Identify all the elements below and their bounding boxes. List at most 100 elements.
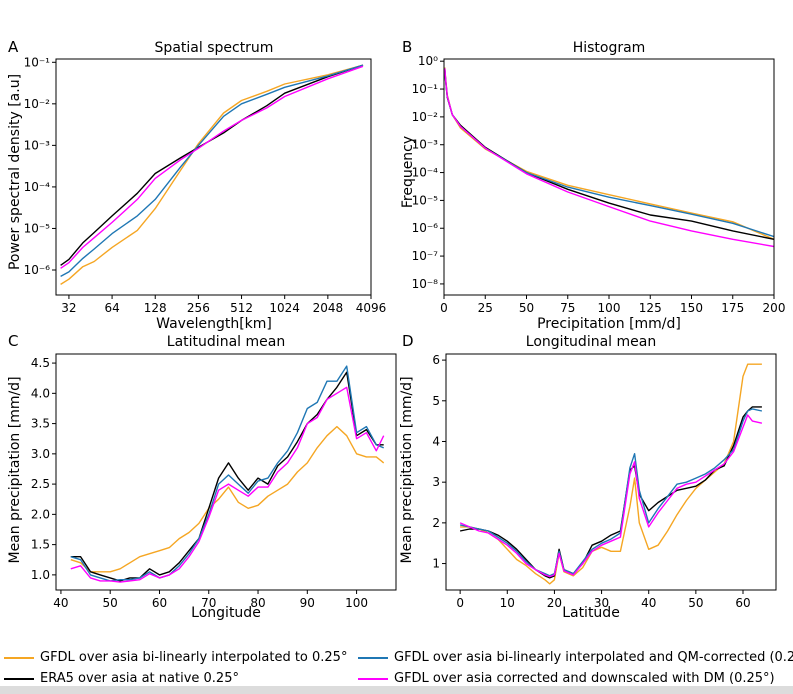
panel-a-series-qm bbox=[60, 64, 364, 278]
panel-c-xtick-label: 70 bbox=[201, 596, 216, 610]
bottom-bar bbox=[0, 686, 793, 694]
panel-b-ytick-label: 10⁻⁵ bbox=[412, 193, 439, 207]
panel-d-series-group bbox=[459, 363, 763, 585]
panel-a-xtick-label: 64 bbox=[104, 301, 119, 315]
panel-b-ytick-label: 10⁻³ bbox=[412, 138, 439, 152]
panel-b-ytick-label: 10⁻⁶ bbox=[412, 221, 439, 235]
panel-b-xtick-label: 75 bbox=[560, 301, 575, 315]
panel-a-xtick-label: 256 bbox=[187, 301, 210, 315]
panel-a-xtick-label: 512 bbox=[230, 301, 253, 315]
panel-c-ytick-label: 1.0 bbox=[31, 568, 50, 582]
panel-a-xtick-label: 32 bbox=[61, 301, 76, 315]
panel-a-xtick-label: 2048 bbox=[313, 301, 344, 315]
panel-b-xtick-label: 25 bbox=[478, 301, 493, 315]
panel-c-xtick-label: 80 bbox=[250, 596, 265, 610]
panel-d-ytick-label: 6 bbox=[432, 353, 440, 367]
panel-b-ytick-label: 10⁻⁸ bbox=[412, 277, 439, 291]
legend-label-qm: GFDL over asia bi-linearly interpolated … bbox=[394, 650, 793, 665]
panel-d-series-gfdl bbox=[460, 363, 762, 585]
panel-b-ytick-label: 10⁻⁴ bbox=[412, 166, 439, 180]
panel-a-ytick-label: 10⁻¹ bbox=[24, 55, 51, 69]
panel-c-xtick-label: 50 bbox=[103, 596, 118, 610]
panel-a-series-dm bbox=[60, 65, 364, 269]
panel-b-xtick-label: 150 bbox=[680, 301, 703, 315]
panel-b-xlabel: Precipitation [mm/d] bbox=[537, 316, 681, 332]
panel-b-ytick-label: 10⁻¹ bbox=[412, 82, 439, 96]
panel-d: D Longitudinal mean Latitude Mean precip… bbox=[399, 332, 777, 621]
panel-d-series-era5 bbox=[459, 406, 762, 579]
figure: A Spatial spectrum Wavelength[km] Power … bbox=[7, 38, 785, 621]
panel-c-xtick-label: 60 bbox=[152, 596, 167, 610]
panel-c: C Latitudinal mean Longitude Mean precip… bbox=[7, 332, 397, 621]
panel-c-xtick-label: 100 bbox=[345, 596, 368, 610]
panel-a-ytick-label: 10⁻⁴ bbox=[24, 180, 51, 194]
panel-d-xtick-label: 0 bbox=[456, 596, 464, 610]
panel-c-ytick-label: 2.0 bbox=[31, 507, 50, 521]
panel-a-letter: A bbox=[8, 38, 19, 56]
panel-a-ytick-label: 10⁻² bbox=[24, 97, 51, 111]
panel-d-frame bbox=[445, 353, 777, 591]
panel-d-ytick-label: 3 bbox=[432, 475, 440, 489]
panel-d-xlabel: Latitude bbox=[562, 605, 620, 621]
panel-d-ytick-label: 1 bbox=[432, 557, 440, 571]
panel-a-frame bbox=[55, 58, 372, 296]
panel-b-xtick-label: 175 bbox=[721, 301, 744, 315]
panel-d-ytick-label: 2 bbox=[432, 516, 440, 530]
legend-swatch-dm bbox=[358, 677, 388, 680]
legend-item-gfdl: GFDL over asia bi-linearly interpolated … bbox=[4, 650, 347, 665]
panel-c-ytick-label: 4.0 bbox=[31, 386, 50, 400]
legend-swatch-era5 bbox=[4, 677, 34, 680]
legend-label-gfdl: GFDL over asia bi-linearly interpolated … bbox=[40, 650, 348, 665]
panel-d-ytick-label: 5 bbox=[432, 394, 440, 408]
panel-b-plot-area: 0 25 50 75 100 125 150 175 200 10⁻⁸ 10⁻⁷ 10⁻⁶ 10⁻⁵ 10… bbox=[412, 54, 786, 315]
panel-b-letter: B bbox=[402, 38, 412, 56]
panel-c-series-dm bbox=[70, 386, 385, 583]
panel-b-ytick-label: 10⁰ bbox=[418, 54, 438, 68]
panel-b-title: Histogram bbox=[573, 40, 646, 56]
panel-c-plot-area: 40 50 60 70 80 90 100 1.0 1.5 2.0 2.5 3.0 3.5 4.0 4.5 bbox=[31, 353, 397, 610]
panel-a-ytick-label: 10⁻⁶ bbox=[24, 263, 51, 277]
panel-b-ylabel: Frequency bbox=[400, 136, 416, 208]
panel-a-xtick-label: 1024 bbox=[269, 301, 300, 315]
panel-a-xtick-label: 4096 bbox=[356, 301, 387, 315]
panel-c-ytick-label: 4.5 bbox=[31, 356, 50, 370]
legend: GFDL over asia bi-linearly interpolated … bbox=[0, 640, 793, 694]
panel-d-xtick-label: 20 bbox=[547, 596, 562, 610]
panel-d-xtick-label: 10 bbox=[500, 596, 515, 610]
panel-b-xtick-label: 50 bbox=[519, 301, 534, 315]
panel-a-series-era5 bbox=[60, 64, 364, 266]
panel-a-xtick-label: 128 bbox=[144, 301, 167, 315]
panel-b-series-group bbox=[444, 67, 774, 248]
panel-d-series-qm bbox=[459, 408, 763, 577]
panel-b-ytick-label: 10⁻² bbox=[412, 110, 439, 124]
legend-swatch-qm bbox=[358, 656, 388, 659]
panel-a-title: Spatial spectrum bbox=[155, 40, 274, 56]
panel-c-xtick-label: 40 bbox=[53, 596, 68, 610]
panel-c-ytick-label: 1.5 bbox=[31, 538, 50, 552]
panel-d-xtick-label: 30 bbox=[594, 596, 609, 610]
panel-b-ytick-label: 10⁻⁷ bbox=[412, 249, 439, 263]
panel-c-series-group bbox=[70, 365, 385, 583]
panel-c-letter: C bbox=[8, 332, 18, 350]
panel-a-xlabel: Wavelength[km] bbox=[156, 316, 272, 332]
legend-item-dm: GFDL over asia corrected and downscaled … bbox=[358, 671, 775, 686]
panel-d-title: Longitudinal mean bbox=[526, 334, 656, 350]
legend-label-era5: ERA5 over asia at native 0.25° bbox=[40, 671, 239, 686]
panel-b-xtick-label: 200 bbox=[763, 301, 786, 315]
panel-c-ytick-label: 2.5 bbox=[31, 477, 50, 491]
panel-a: A Spatial spectrum Wavelength[km] Power … bbox=[7, 38, 386, 332]
panel-a-plot-area: 32 64 128 256 512 1024 2048 4096 10⁻⁶ 10⁻⁵ 10⁻⁴ 10⁻… bbox=[24, 55, 387, 315]
legend-item-qm: GFDL over asia bi-linearly interpolated … bbox=[358, 650, 793, 665]
panel-d-ytick-label: 4 bbox=[432, 434, 440, 448]
panel-a-series-gfdl bbox=[60, 64, 364, 285]
legend-swatch-gfdl bbox=[4, 656, 34, 659]
panel-c-series-gfdl bbox=[70, 425, 385, 573]
panel-c-title: Latitudinal mean bbox=[167, 334, 285, 350]
legend-label-dm: GFDL over asia corrected and downscaled … bbox=[394, 671, 775, 686]
panel-a-ytick-label: 10⁻³ bbox=[24, 138, 51, 152]
panel-b: B Histogram Precipitation [mm/d] Frequen… bbox=[400, 38, 785, 332]
panel-d-plot-area: 0 10 20 30 40 50 60 1 2 3 4 5 6 bbox=[432, 353, 777, 610]
panel-c-ylabel: Mean precipitation [mm/d] bbox=[7, 376, 23, 563]
panel-a-series-group bbox=[60, 64, 364, 285]
panel-b-series-dm bbox=[444, 68, 774, 248]
